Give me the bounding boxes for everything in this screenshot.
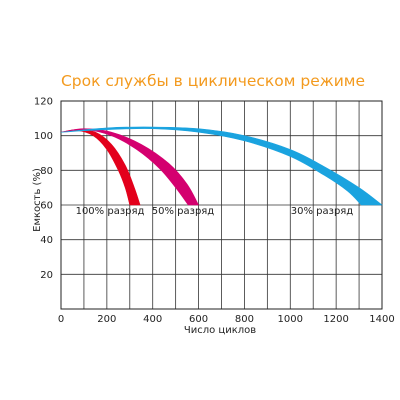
x-axis-label: Число циклов [184, 325, 256, 336]
chart-title: Срок службы в циклическом режиме [61, 72, 365, 90]
y-tick-label: 100 [34, 131, 53, 142]
y-tick-label: 80 [40, 166, 53, 177]
axis-ticks: 0 200 400 600 800 1000 1200 1400 20 40 60 80 100 120 [34, 97, 395, 326]
x-tick-label: 200 [97, 314, 116, 325]
series-band-100-разряд [60, 129, 141, 206]
series-band-30-разряд [60, 126, 383, 206]
x-tick-label: 600 [189, 314, 208, 325]
x-tick-label: 1200 [323, 314, 348, 325]
x-tick-label: 0 [58, 314, 64, 325]
x-tick-label: 800 [235, 314, 254, 325]
series-areas [60, 126, 383, 206]
y-tick-label: 60 [40, 201, 53, 212]
series-labels: 100% разряд 50% разряд 30% разряд [76, 206, 354, 217]
x-tick-label: 1000 [278, 314, 303, 325]
x-tick-label: 1400 [369, 314, 394, 325]
y-tick-label: 20 [40, 270, 53, 281]
y-tick-label: 40 [40, 235, 53, 246]
series-label: 30% разряд [291, 206, 354, 217]
grid [60, 100, 383, 310]
y-axis-label: Емкость (%) [32, 168, 43, 232]
series-label: 50% разряд [152, 206, 215, 217]
y-tick-label: 120 [34, 97, 53, 108]
x-tick-label: 400 [143, 314, 162, 325]
series-band-50-разряд [60, 128, 200, 206]
series-label: 100% разряд [76, 206, 145, 217]
